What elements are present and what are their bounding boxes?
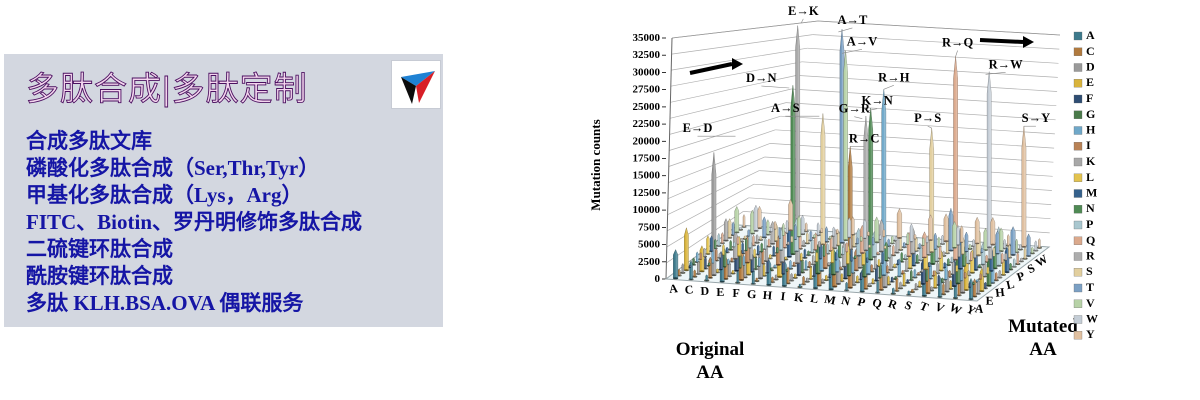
svg-text:A→V: A→V <box>847 34 878 48</box>
svg-text:27500: 27500 <box>633 84 661 96</box>
svg-text:A: A <box>974 301 984 316</box>
svg-text:Mutation counts: Mutation counts <box>588 119 603 210</box>
svg-text:F: F <box>1086 91 1093 105</box>
svg-text:A: A <box>668 281 678 296</box>
svg-text:K: K <box>1086 154 1096 168</box>
svg-text:P→S: P→S <box>914 111 941 125</box>
svg-text:G: G <box>1086 107 1095 121</box>
svg-text:I: I <box>1086 138 1091 152</box>
svg-text:G: G <box>747 287 757 301</box>
svg-text:20000: 20000 <box>633 135 661 147</box>
svg-text:35000: 35000 <box>633 32 661 44</box>
svg-text:E: E <box>986 294 994 308</box>
svg-text:E→K: E→K <box>788 4 819 18</box>
svg-text:A→T: A→T <box>837 13 868 27</box>
svg-text:22500: 22500 <box>633 118 661 130</box>
svg-text:R→C: R→C <box>849 131 880 145</box>
svg-text:12500: 12500 <box>633 187 661 199</box>
svg-text:Q: Q <box>1086 233 1095 247</box>
svg-text:30000: 30000 <box>633 66 661 78</box>
svg-text:32500: 32500 <box>633 49 661 61</box>
svg-text:2500: 2500 <box>638 256 661 268</box>
svg-text:A→S: A→S <box>771 101 800 115</box>
svg-text:AA: AA <box>1029 339 1057 360</box>
svg-text:C: C <box>1086 44 1095 58</box>
svg-text:R→W: R→W <box>989 57 1024 71</box>
svg-text:T: T <box>1086 280 1094 294</box>
svg-text:E: E <box>1086 75 1094 89</box>
svg-text:AA: AA <box>696 362 724 383</box>
svg-text:P: P <box>1086 217 1093 231</box>
svg-text:15000: 15000 <box>633 170 661 182</box>
svg-text:D: D <box>1086 60 1095 74</box>
svg-text:Mutated: Mutated <box>1008 316 1078 337</box>
svg-text:E: E <box>716 285 724 299</box>
svg-text:L: L <box>1086 170 1094 184</box>
svg-text:0: 0 <box>655 273 661 285</box>
svg-text:25000: 25000 <box>633 101 661 113</box>
svg-text:S: S <box>1086 264 1093 278</box>
svg-text:W: W <box>1086 312 1098 326</box>
svg-text:C: C <box>684 282 694 297</box>
svg-text:Original: Original <box>676 339 745 360</box>
svg-text:10000: 10000 <box>633 204 661 216</box>
svg-text:R→Q: R→Q <box>942 36 974 50</box>
svg-text:D→N: D→N <box>746 71 777 85</box>
svg-text:F: F <box>732 286 740 300</box>
svg-text:N: N <box>1086 201 1095 215</box>
svg-text:H: H <box>762 288 773 303</box>
svg-text:D: D <box>700 284 710 298</box>
svg-text:R→H: R→H <box>878 70 910 84</box>
svg-text:V: V <box>1086 296 1095 310</box>
svg-text:R: R <box>1086 249 1095 263</box>
svg-text:A: A <box>1086 28 1095 42</box>
svg-text:7500: 7500 <box>638 221 661 233</box>
svg-text:E→D: E→D <box>683 121 713 135</box>
svg-text:Y: Y <box>1086 327 1095 341</box>
svg-text:S→Y: S→Y <box>1022 111 1050 125</box>
svg-text:K→N: K→N <box>861 94 892 108</box>
svg-text:M: M <box>1086 186 1097 200</box>
svg-text:17500: 17500 <box>633 153 661 165</box>
svg-text:H: H <box>1086 123 1096 137</box>
svg-text:5000: 5000 <box>638 239 661 251</box>
